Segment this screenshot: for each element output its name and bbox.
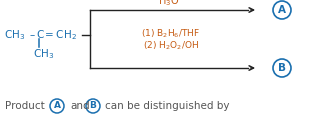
Text: H$_3$O$^{\oplus}$: H$_3$O$^{\oplus}$ [158, 0, 184, 8]
Text: CH$_3$: CH$_3$ [4, 28, 25, 42]
Text: Product: Product [5, 101, 45, 111]
Text: C: C [36, 30, 43, 40]
Text: A: A [54, 102, 60, 111]
Text: can be distinguished by: can be distinguished by [105, 101, 230, 111]
Text: and: and [70, 101, 90, 111]
Text: –: – [29, 30, 34, 40]
Text: (2) H$_2$O$_2$/OH: (2) H$_2$O$_2$/OH [143, 40, 199, 52]
Text: A: A [278, 5, 286, 15]
Text: B: B [278, 63, 286, 73]
Text: (1) B$_2$H$_6$/THF: (1) B$_2$H$_6$/THF [141, 28, 201, 40]
Text: B: B [89, 102, 96, 111]
Text: CH$_3$: CH$_3$ [33, 47, 54, 61]
Text: = CH$_2$: = CH$_2$ [44, 28, 77, 42]
